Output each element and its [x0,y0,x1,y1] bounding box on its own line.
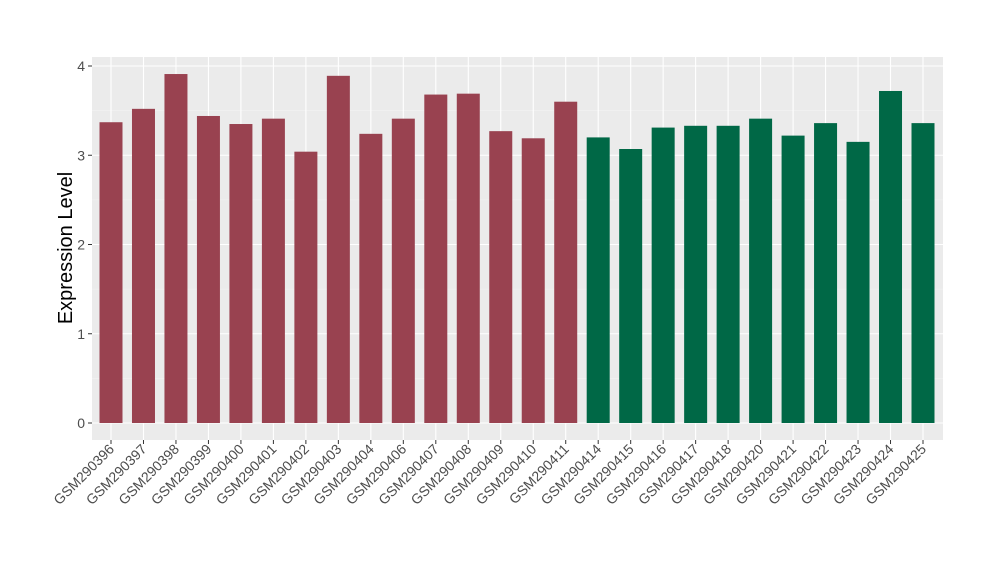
y-tick-label: 3 [77,147,85,163]
bar-GSM290407 [424,94,448,423]
bar-GSM290396 [99,122,123,423]
bar-GSM290399 [196,115,220,423]
bars [99,74,935,424]
bar-GSM290403 [326,75,350,423]
bar-GSM290404 [359,133,383,423]
y-tick-label: 2 [77,237,85,253]
bar-GSM290398 [164,74,188,423]
bar-GSM290402 [294,151,318,423]
y-axis-label: Expression Level [55,172,77,324]
bar-GSM290417 [684,125,708,424]
bar-GSM290416 [651,127,675,424]
bar-GSM290397 [131,108,155,423]
bar-GSM290400 [229,124,253,423]
bar-GSM290424 [879,90,903,424]
bar-GSM290409 [489,131,513,423]
y-tick-label: 4 [77,58,85,74]
y-tick-label: 0 [77,415,85,431]
bar-GSM290423 [846,141,870,424]
bar-GSM290408 [456,93,480,423]
bar-GSM290421 [781,135,805,424]
bar-GSM290415 [619,149,643,423]
bar-GSM290414 [586,137,610,423]
bar-GSM290420 [749,118,773,423]
bar-GSM290401 [261,118,285,423]
bar-GSM290411 [554,101,578,423]
bar-GSM290406 [391,118,415,423]
y-axis: 0 1 2 3 4 [77,58,92,431]
bar-GSM290418 [716,125,740,424]
bar-GSM290425 [911,123,935,424]
y-tick-label: 1 [77,326,85,342]
x-axis: GSM290396GSM290397GSM290398GSM290399GSM2… [50,440,929,508]
bar-GSM290422 [814,123,838,424]
bar-GSM290410 [521,138,545,424]
